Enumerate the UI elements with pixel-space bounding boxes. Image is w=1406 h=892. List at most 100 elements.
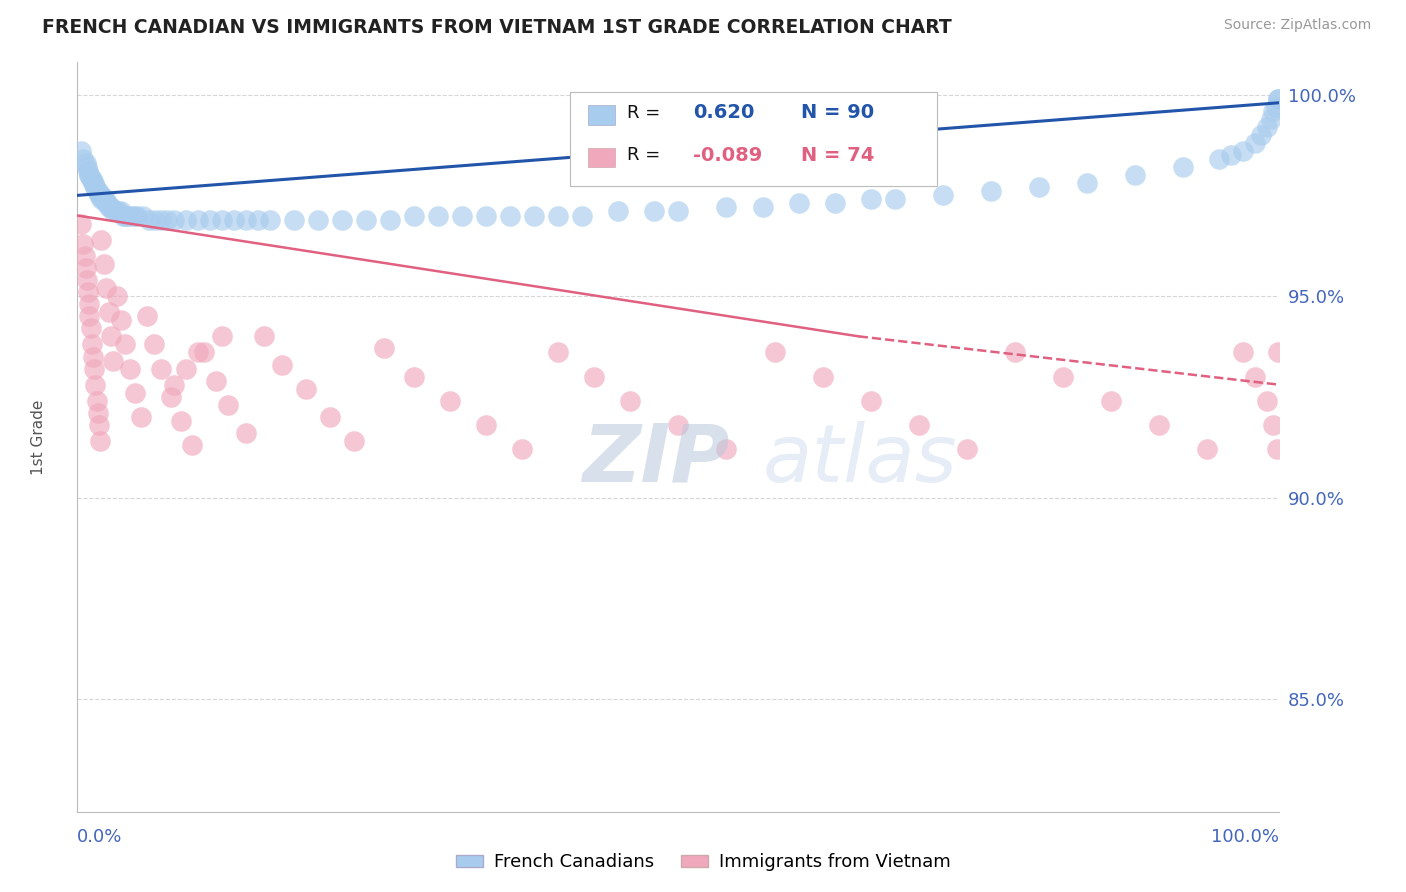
Point xyxy=(402,369,425,384)
Point xyxy=(110,204,132,219)
Point xyxy=(127,209,149,223)
Point xyxy=(751,201,773,215)
Point xyxy=(132,209,155,223)
Point xyxy=(787,196,810,211)
Point xyxy=(1267,92,1289,106)
Point xyxy=(211,212,233,227)
Point xyxy=(91,193,114,207)
Point xyxy=(76,160,98,174)
Point xyxy=(100,201,122,215)
Point xyxy=(716,201,738,215)
Point xyxy=(77,164,100,178)
Point xyxy=(283,212,305,227)
Point xyxy=(124,209,146,223)
Point xyxy=(1220,148,1243,162)
Point xyxy=(98,201,121,215)
Text: 0.0%: 0.0% xyxy=(77,828,122,847)
Point xyxy=(105,289,128,303)
Point xyxy=(150,212,173,227)
Point xyxy=(117,209,139,223)
Point xyxy=(180,438,202,452)
Point xyxy=(104,204,127,219)
Point xyxy=(883,193,905,207)
Point xyxy=(83,176,105,190)
Point xyxy=(222,212,245,227)
Point xyxy=(1232,144,1254,158)
Point xyxy=(1244,369,1267,384)
Point xyxy=(174,361,197,376)
Point xyxy=(84,180,107,194)
Bar xyxy=(588,147,614,168)
Point xyxy=(307,212,329,227)
Point xyxy=(1076,176,1098,190)
Point xyxy=(87,185,110,199)
Text: FRENCH CANADIAN VS IMMIGRANTS FROM VIETNAM 1ST GRADE CORRELATION CHART: FRENCH CANADIAN VS IMMIGRANTS FROM VIETN… xyxy=(42,18,952,37)
Point xyxy=(114,209,136,223)
Point xyxy=(270,358,292,372)
Point xyxy=(319,409,342,424)
Point xyxy=(330,212,353,227)
Point xyxy=(354,212,377,227)
Point xyxy=(96,196,118,211)
Point xyxy=(76,273,98,287)
Text: atlas: atlas xyxy=(762,420,957,499)
Point xyxy=(110,313,132,327)
Point xyxy=(79,297,101,311)
Point xyxy=(1267,345,1289,359)
Point xyxy=(1267,92,1289,106)
Point xyxy=(427,209,450,223)
Point xyxy=(235,212,257,227)
Point xyxy=(1263,417,1285,432)
Point xyxy=(1099,393,1122,408)
Point xyxy=(100,329,122,343)
Point xyxy=(235,425,257,440)
Point xyxy=(1244,136,1267,150)
Point xyxy=(97,201,120,215)
Point xyxy=(89,188,111,202)
Point xyxy=(294,382,316,396)
Point xyxy=(86,393,108,408)
Point xyxy=(1264,100,1286,114)
Point xyxy=(259,212,281,227)
Point xyxy=(107,204,129,219)
Text: 100.0%: 100.0% xyxy=(1212,828,1279,847)
Point xyxy=(103,353,125,368)
Text: N = 74: N = 74 xyxy=(801,146,875,165)
Point xyxy=(103,204,125,219)
Point xyxy=(373,342,395,356)
Point xyxy=(170,414,193,428)
Point xyxy=(82,176,104,190)
Point xyxy=(73,249,96,263)
Point xyxy=(763,345,786,359)
Point xyxy=(193,345,215,359)
Text: R =: R = xyxy=(627,146,659,164)
Point xyxy=(643,204,665,219)
Point xyxy=(1197,442,1219,457)
Point xyxy=(1232,345,1254,359)
Point xyxy=(908,417,931,432)
Point xyxy=(343,434,366,449)
Point xyxy=(138,212,160,227)
Point xyxy=(162,212,184,227)
Point xyxy=(198,212,221,227)
Text: -0.089: -0.089 xyxy=(693,146,762,165)
Point xyxy=(87,417,110,432)
Point xyxy=(1263,103,1285,118)
Point xyxy=(93,193,115,207)
Point xyxy=(97,305,120,319)
Point xyxy=(77,285,100,299)
Point xyxy=(1265,442,1288,457)
Point xyxy=(499,209,522,223)
Point xyxy=(547,345,569,359)
Point xyxy=(79,172,101,186)
Point xyxy=(120,361,142,376)
Point xyxy=(143,337,166,351)
Point xyxy=(90,188,112,202)
Point xyxy=(114,337,136,351)
Point xyxy=(70,217,93,231)
Point xyxy=(859,193,882,207)
Point xyxy=(82,350,104,364)
Point xyxy=(811,369,834,384)
Point xyxy=(439,393,461,408)
Point xyxy=(84,377,107,392)
